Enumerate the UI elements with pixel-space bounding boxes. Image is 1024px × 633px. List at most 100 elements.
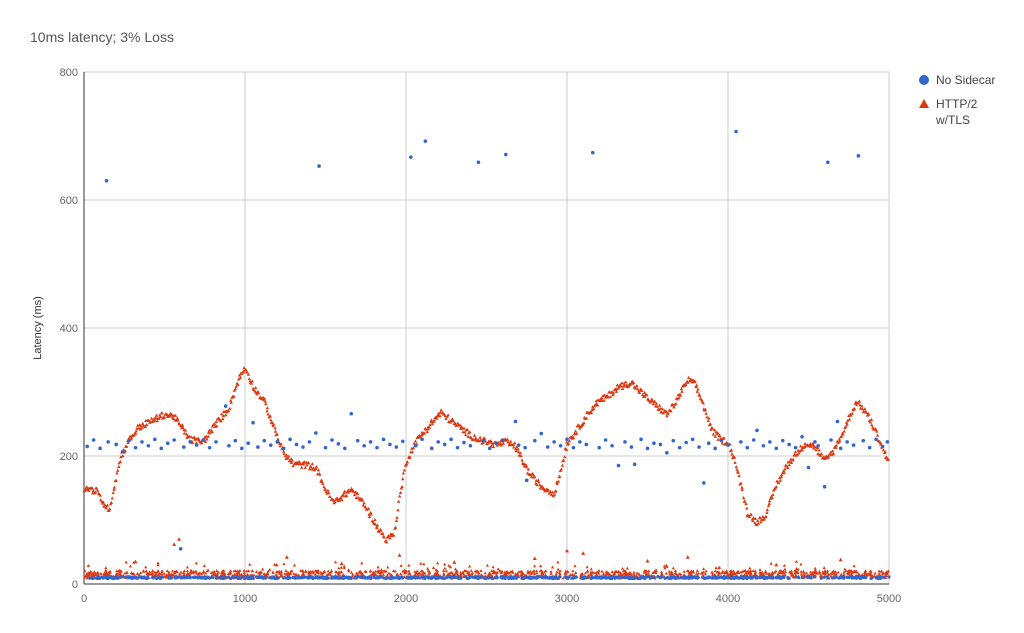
data-point-triangle: [853, 570, 857, 574]
data-point-triangle: [485, 563, 489, 567]
data-point-circle: [534, 576, 538, 580]
data-point-triangle: [381, 531, 385, 535]
data-point-triangle: [333, 560, 338, 564]
data-point-triangle: [242, 571, 246, 575]
legend: No Sidecar HTTP/2 w/TLS: [919, 73, 995, 127]
data-point-triangle: [337, 566, 341, 570]
data-point-triangle: [229, 398, 233, 402]
data-point-circle: [629, 445, 634, 449]
data-point-triangle: [108, 569, 112, 573]
data-point-triangle: [443, 414, 447, 418]
legend-label-no-sidecar: No Sidecar: [936, 73, 995, 87]
data-point-triangle: [351, 489, 356, 493]
data-point-triangle: [211, 570, 215, 574]
data-point-circle: [243, 576, 247, 581]
data-point-circle: [812, 575, 817, 579]
data-point-triangle: [195, 571, 199, 575]
data-point-triangle: [311, 466, 316, 470]
data-point-triangle: [654, 401, 659, 405]
data-point-triangle: [349, 570, 354, 574]
data-point-triangle: [615, 383, 620, 387]
data-point-triangle: [529, 572, 534, 576]
data-point-triangle: [266, 412, 270, 416]
data-point-triangle: [828, 452, 832, 456]
data-point-triangle: [282, 451, 286, 455]
data-point-triangle: [798, 444, 803, 448]
data-point-triangle: [175, 570, 179, 574]
data-point-triangle: [348, 488, 353, 492]
data-point-triangle: [245, 569, 249, 573]
data-point-circle: [840, 575, 845, 579]
data-point-circle: [504, 152, 508, 157]
data-point-circle: [275, 440, 280, 444]
data-point-triangle: [83, 489, 87, 493]
data-point-triangle: [847, 417, 852, 421]
data-point-triangle: [789, 460, 794, 465]
data-point-triangle: [578, 426, 582, 430]
data-point-triangle: [600, 569, 604, 573]
data-point-triangle: [617, 570, 621, 574]
data-point-circle: [745, 445, 750, 450]
data-point-triangle: [285, 573, 289, 577]
data-point-triangle: [624, 380, 628, 384]
data-point-triangle: [532, 564, 537, 568]
data-point-triangle: [169, 572, 174, 576]
data-point-triangle: [744, 501, 748, 506]
data-point-triangle: [124, 560, 128, 564]
data-point-triangle: [261, 567, 265, 571]
data-point-triangle: [532, 556, 537, 560]
data-point-circle: [786, 575, 790, 580]
data-point-triangle: [307, 467, 312, 471]
data-point-triangle: [826, 455, 830, 459]
data-point-triangle: [739, 481, 743, 485]
data-point-triangle: [524, 463, 528, 467]
data-point-triangle: [627, 384, 631, 388]
data-point-circle: [181, 575, 185, 579]
data-point-triangle: [703, 407, 708, 411]
data-point-triangle: [216, 570, 221, 574]
data-point-triangle: [266, 572, 270, 576]
data-point-circle: [325, 576, 329, 580]
data-point-triangle: [284, 555, 289, 559]
data-point-triangle: [680, 389, 684, 393]
data-point-triangle: [759, 520, 763, 524]
data-point-triangle: [206, 434, 210, 438]
data-point-circle: [400, 439, 405, 444]
data-point-triangle: [495, 570, 499, 574]
data-point-triangle: [774, 562, 779, 567]
data-point-triangle: [238, 375, 243, 379]
data-point-triangle: [673, 571, 677, 575]
data-point-triangle: [329, 573, 333, 577]
data-point-triangle: [689, 570, 693, 574]
data-point-triangle: [153, 419, 157, 423]
data-point-circle: [808, 575, 812, 579]
data-point-triangle: [557, 571, 562, 574]
data-point-triangle: [491, 565, 495, 569]
data-point-triangle: [740, 485, 744, 489]
data-point-triangle: [678, 393, 683, 397]
data-point-triangle: [724, 569, 729, 573]
data-point-circle: [869, 576, 874, 580]
data-point-triangle: [729, 570, 733, 574]
data-point-circle: [354, 575, 359, 579]
data-point-circle: [109, 576, 113, 580]
data-point-circle: [314, 575, 319, 579]
data-point-triangle: [695, 569, 699, 572]
data-point-circle: [761, 443, 766, 448]
data-point-triangle: [880, 572, 885, 576]
data-point-triangle: [469, 569, 473, 572]
data-point-triangle: [273, 426, 277, 430]
data-point-triangle: [415, 569, 419, 573]
data-point-triangle: [366, 506, 371, 510]
data-point-circle: [106, 440, 110, 444]
data-point-triangle: [753, 569, 757, 573]
data-point-triangle: [466, 434, 470, 438]
data-point-triangle: [403, 571, 407, 575]
data-point-triangle: [650, 397, 654, 401]
data-point-triangle: [611, 391, 616, 395]
data-point-triangle: [102, 503, 107, 507]
data-point-triangle: [369, 512, 373, 516]
data-point-triangle: [809, 444, 813, 448]
data-point-triangle: [883, 450, 887, 454]
data-point-triangle: [286, 456, 290, 460]
